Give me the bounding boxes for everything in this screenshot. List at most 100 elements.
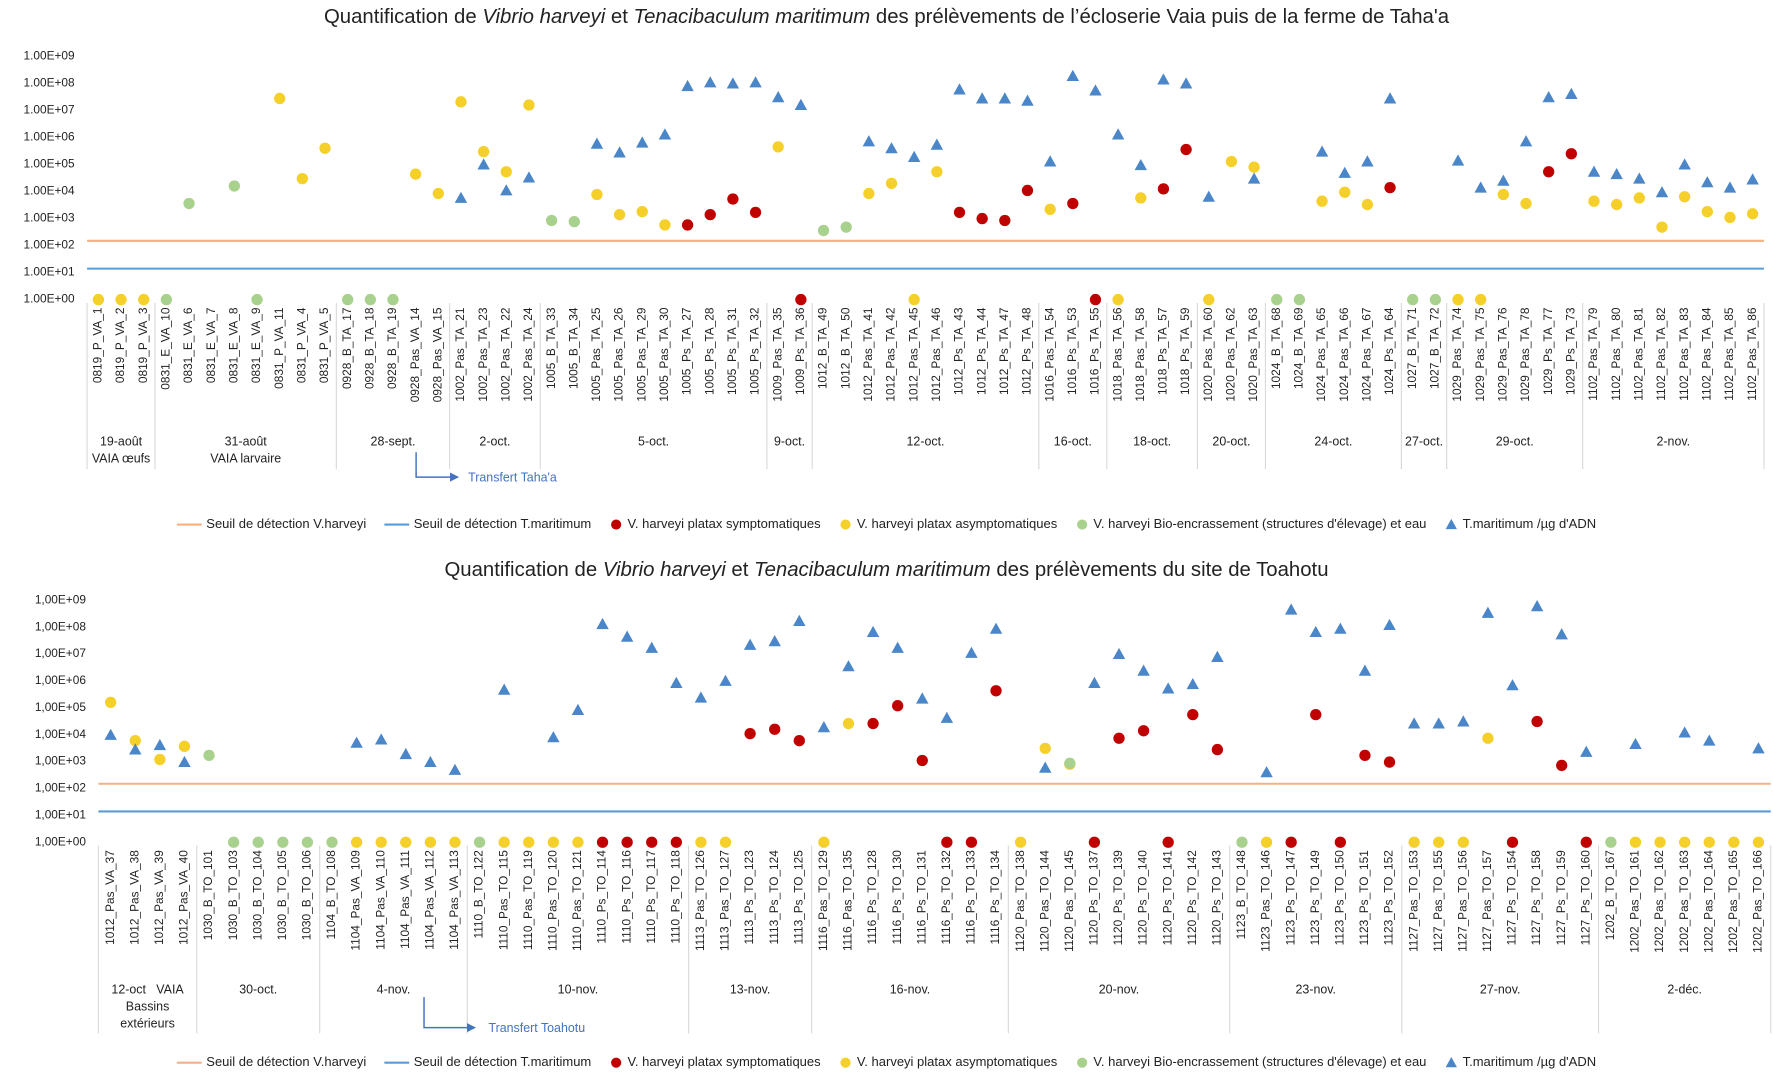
group-label: 24-oct. [1314,434,1352,448]
marker [1746,208,1759,220]
x-tick-label: 1020_Pas_TA_60 [1201,307,1215,401]
marker [727,193,739,205]
x-tick-label: 1104_Pas_VA_110 [373,850,387,950]
group-label: 4-nov. [377,983,411,997]
x-tick-label: 0819_P_VA_2 [113,308,127,384]
marker [1334,622,1347,634]
group-label: 18-oct. [1133,434,1171,448]
marker [568,215,580,228]
marker [350,736,363,748]
marker [227,836,240,848]
marker [695,836,707,848]
marker [572,836,584,848]
group-label: 27-nov. [1480,983,1521,997]
x-tick-label: 1104_Pas_VA_112 [423,850,437,950]
legend-label: Seuil de détection V.harveyi [206,516,366,531]
marker [866,625,880,638]
marker [1039,761,1052,773]
marker [473,836,486,848]
marker [1565,87,1578,99]
marker [613,208,626,221]
marker [1611,198,1623,211]
x-tick-label: 0819_P_VA_1 [91,307,105,383]
marker [670,836,682,848]
marker [1248,161,1260,173]
marker [999,214,1011,227]
marker [160,293,173,306]
marker [399,747,413,760]
marker [1629,737,1642,750]
title-part: et [605,6,633,28]
marker [1701,206,1713,218]
title-part: Vibrio harveyi [482,6,605,28]
marker [342,293,354,306]
marker [1556,759,1568,772]
marker [1506,679,1519,691]
marker [277,836,289,848]
marker [1113,732,1125,744]
marker [1180,143,1192,156]
x-tick-label: 1123_Pas_TO_146 [1259,850,1273,952]
marker [1088,676,1101,688]
x-tick-label: 1202_Pas_TO_163 [1677,850,1691,953]
marker [1202,190,1215,202]
marker [1519,135,1533,147]
marker [105,696,117,709]
annotation: Transfert Toahotu [488,1021,585,1035]
marker [1359,749,1371,762]
y-tick-label: 1.00E+00 [24,292,76,306]
marker [1587,165,1601,177]
group-label: 28-sept. [371,434,416,448]
marker [454,191,468,203]
x-tick-label: 1012_Ps_TA_43 [952,307,966,395]
marker [1408,836,1420,848]
marker [704,208,716,221]
marker [891,641,904,653]
x-tick-label: 1116_Ps_TO_133 [964,850,978,945]
x-tick-label: 1102_Pas_TA_85 [1722,307,1736,401]
y-tick-label: 1,00E+01 [35,808,87,822]
x-tick-label: 0831_E_VA_6 [181,307,195,383]
marker [1293,293,1306,306]
x-tick-label: 1030_B_TO_103 [226,850,240,941]
marker [547,731,560,743]
x-tick-label: 1005_Pas_TA_25 [589,307,603,401]
marker [153,738,167,751]
marker [998,92,1012,104]
legend: Seuil de détection V.harveyi Seuil de dét… [176,1054,1596,1069]
x-tick-label: 1012_Pas_TA_46 [929,307,943,401]
marker [1429,293,1442,306]
group-label: 27-oct. [1405,434,1443,448]
marker [931,166,943,178]
x-tick-label: 1110_Pas_TO_119 [521,850,535,950]
x-tick-label: 1116_Ps_TO_132 [939,850,953,944]
marker [1358,664,1372,676]
marker [1497,174,1510,186]
x-tick-label: 1020_Pas_TA_63 [1246,307,1260,401]
x-tick-label: 1027_B_TA_71 [1405,307,1419,389]
x-tick-label: 1005_Pas_TA_29 [634,307,648,401]
marker [795,293,807,306]
marker [1067,197,1079,210]
x-tick-label: 0928_B_TA_17 [340,308,354,390]
x-tick-label: 1016_Ps_TA_53 [1065,307,1079,395]
marker [591,188,603,201]
marker [989,622,1003,634]
marker [1161,682,1175,694]
marker [523,99,535,111]
x-tick-label: 1113_Pas_TO_126 [693,850,707,951]
x-tick-label: 1102_Pas_TA_80 [1609,307,1623,401]
x-tick-label: 1002_Pas_TA_21 [453,307,467,401]
y-tick-label: 1.00E+03 [24,211,76,225]
x-tick-label: 1113_Ps_TO_123 [742,850,756,945]
y-tick-label: 1.00E+05 [24,157,76,171]
x-tick-label: 1012_Pas_VA_40 [177,850,191,945]
marker [500,184,513,196]
marker [975,92,989,104]
marker [1543,166,1555,178]
marker [477,146,490,158]
marker [863,187,875,200]
marker [743,638,757,650]
marker [990,685,1002,697]
x-tick-label: 1116_Ps_TO_134 [988,850,1002,945]
